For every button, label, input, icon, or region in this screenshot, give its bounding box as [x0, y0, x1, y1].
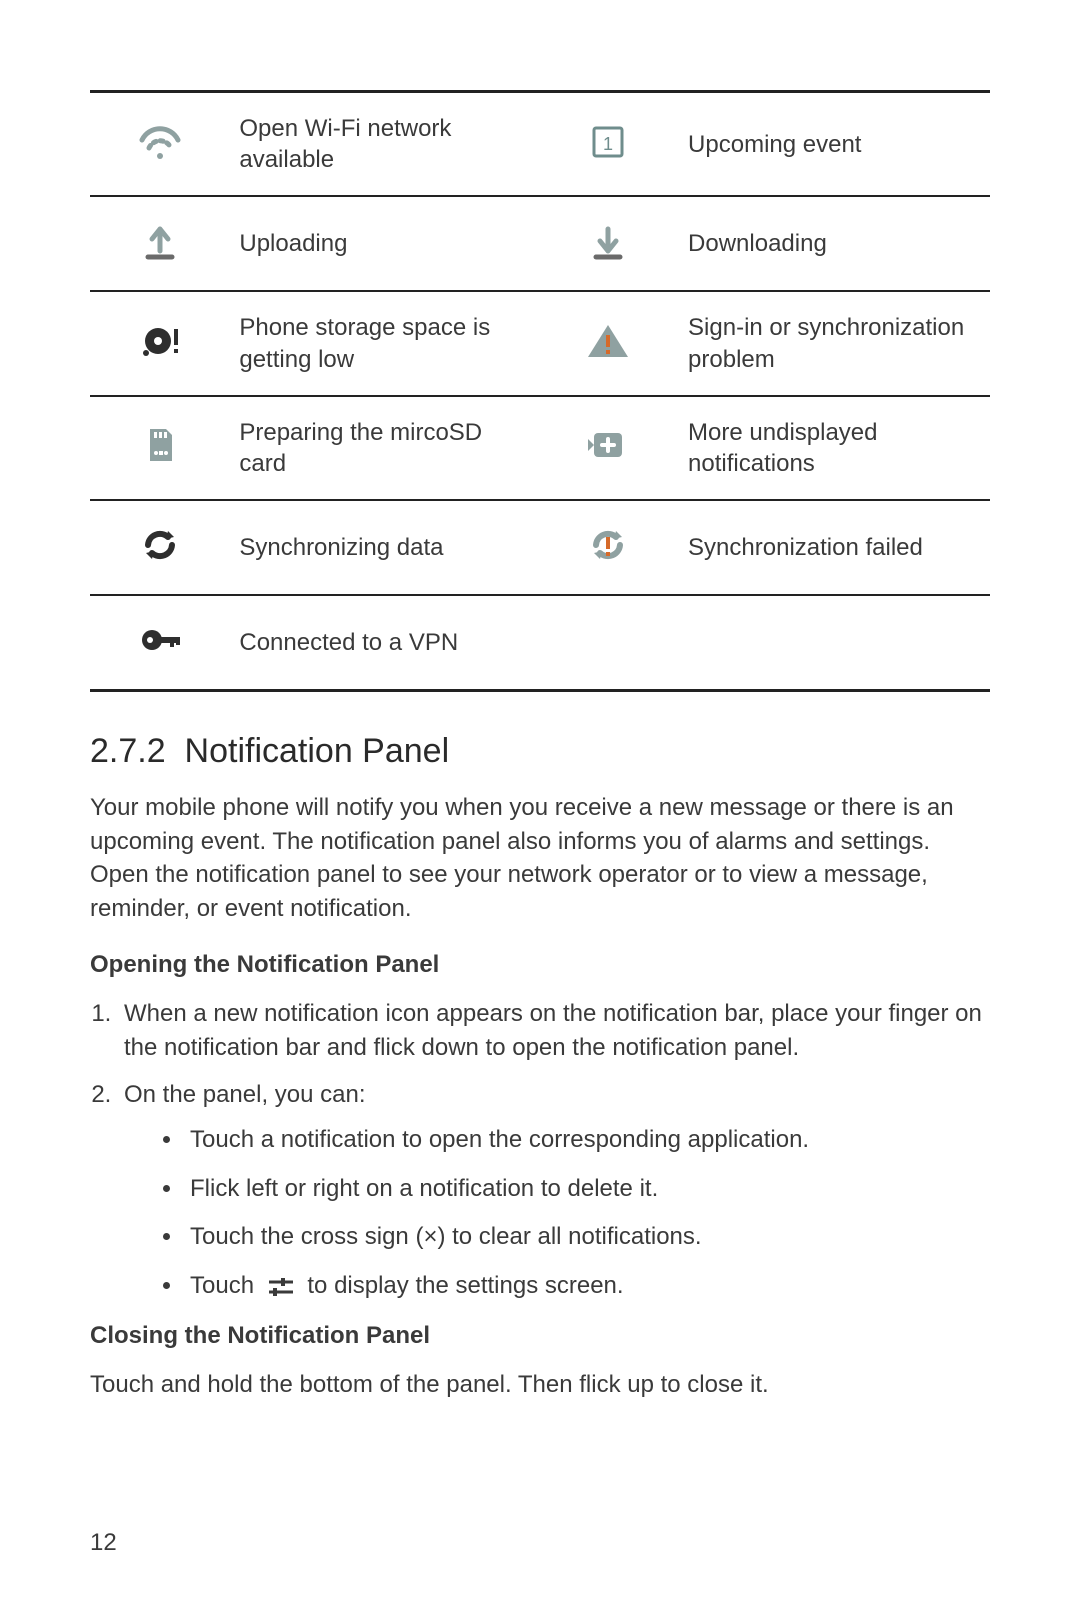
storage-low-icon	[136, 317, 184, 365]
icon-desc: Uploading	[229, 196, 538, 291]
table-row: Uploading Downloading	[90, 196, 990, 291]
section-title-text: Notification Panel	[185, 732, 450, 770]
sync-failed-icon	[584, 521, 632, 569]
bullet-item: Flick left or right on a notification to…	[184, 1172, 990, 1207]
table-row: Open Wi-Fi network available Upcoming ev…	[90, 92, 990, 197]
section-heading: 2.7.2 Notification Panel	[90, 732, 990, 771]
section-intro: Your mobile phone will notify you when y…	[90, 791, 990, 925]
icon-desc: Upcoming event	[678, 92, 990, 197]
bullet-item: Touch a notification to open the corresp…	[184, 1123, 990, 1158]
sub-close-heading: Closing the Notification Panel	[90, 1322, 990, 1350]
sub-open-heading: Opening the Notification Panel	[90, 951, 990, 979]
step-item: When a new notification icon appears on …	[118, 997, 990, 1067]
steps-list: When a new notification icon appears on …	[90, 997, 990, 1305]
icon-desc: Synchronizing data	[229, 500, 538, 595]
icon-desc: Sign-in or synchronization problem	[678, 291, 990, 395]
step-item: On the panel, you can: Touch a notificat…	[118, 1078, 990, 1304]
bullet-item: Touch the cross sign (×) to clear all no…	[184, 1220, 990, 1255]
vpn-key-icon	[136, 616, 184, 664]
warning-icon	[584, 317, 632, 365]
section-number: 2.7.2	[90, 732, 166, 770]
icon-desc: Downloading	[678, 196, 990, 291]
table-row: Phone storage space is getting low Sign-…	[90, 291, 990, 395]
table-row: Connected to a VPN	[90, 595, 990, 691]
bullet4-post: to display the settings screen.	[307, 1272, 623, 1299]
close-text: Touch and hold the bottom of the panel. …	[90, 1368, 990, 1402]
icon-desc: More undisplayed notifications	[678, 396, 990, 500]
page: Open Wi-Fi network available Upcoming ev…	[0, 0, 1080, 1617]
icon-desc: Phone storage space is getting low	[229, 291, 538, 395]
icon-desc: Connected to a VPN	[229, 595, 538, 691]
settings-sliders-icon	[265, 1273, 297, 1301]
download-icon	[584, 217, 632, 265]
table-row: Synchronizing data Synchronization faile…	[90, 500, 990, 595]
table-row: Preparing the mircoSD card More undispla…	[90, 396, 990, 500]
upload-icon	[136, 217, 184, 265]
bullet-item: Touch to display the settings screen.	[184, 1269, 990, 1304]
step2-lead: On the panel, you can:	[124, 1081, 366, 1108]
more-notifications-icon	[584, 421, 632, 469]
page-number: 12	[90, 1529, 117, 1557]
bullet-list: Touch a notification to open the corresp…	[124, 1123, 990, 1304]
sdcard-icon	[136, 421, 184, 469]
icon-desc: Open Wi-Fi network available	[229, 92, 538, 197]
calendar-icon	[584, 118, 632, 166]
sync-icon	[136, 521, 184, 569]
notification-icon-table: Open Wi-Fi network available Upcoming ev…	[90, 90, 990, 692]
wifi-open-icon	[136, 118, 184, 166]
icon-desc: Preparing the mircoSD card	[229, 396, 538, 500]
bullet4-pre: Touch	[190, 1272, 261, 1299]
icon-desc: Synchronization failed	[678, 500, 990, 595]
